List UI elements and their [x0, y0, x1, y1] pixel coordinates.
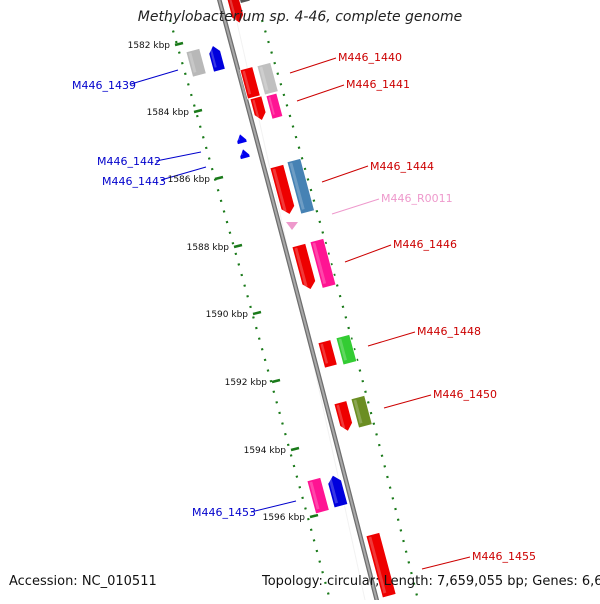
- gene-glyph-top: [223, 0, 245, 24]
- map-title: Methylobacterium sp. 4-46, complete geno…: [137, 9, 463, 25]
- tick-label: 1582 kbp: [128, 41, 171, 51]
- axis-line: [218, 0, 379, 604]
- gene-glyph-1439a: [185, 47, 207, 78]
- gene-glyph-rna: [286, 222, 298, 230]
- label-leader-line: [331, 198, 380, 215]
- label-leader-line: [367, 331, 416, 347]
- label-leader-line: [130, 69, 179, 85]
- gene-glyph-1448b: [335, 333, 358, 366]
- gene-label: M446_1446: [393, 238, 457, 251]
- gene-glyph-1453a: [306, 476, 330, 515]
- tick-label: 1596 kbp: [263, 513, 306, 523]
- tick-mark: [174, 41, 184, 47]
- tick-lines: [174, 41, 319, 519]
- gene-glyph-1450b: [350, 394, 373, 429]
- label-leader-line: [321, 165, 369, 183]
- label-leader-line: [383, 394, 432, 409]
- label-leader-line: [155, 151, 202, 162]
- tick-label: 1586 kbp: [168, 175, 211, 185]
- gene-glyph-1441b: [249, 95, 267, 122]
- tick-mark: [309, 513, 319, 519]
- gene-glyph-1440: [239, 66, 261, 100]
- tick-mark: [193, 108, 203, 114]
- gene-label: M446_1455: [472, 550, 536, 563]
- gene-label: M446_1444: [370, 160, 434, 173]
- tick-label: 1588 kbp: [187, 243, 230, 253]
- label-leader-line: [160, 166, 207, 181]
- gene-glyph-1444a: [269, 163, 296, 216]
- gene-glyph-1443: [239, 148, 251, 161]
- accession-text: Accession: NC_010511: [9, 574, 157, 589]
- gene-label: M446_1440: [338, 51, 402, 64]
- gene-label: M446_1443: [102, 175, 166, 188]
- gene-glyph-1453b: [327, 474, 349, 509]
- label-leader-line: [421, 556, 471, 570]
- gene-glyph-1446b: [309, 237, 337, 289]
- gene-labels: M446_1439 M446_1440 M446_1441 M446_1442 M446…: [72, 51, 536, 563]
- genome-axis: [217, 0, 381, 604]
- tick-mark: [290, 446, 300, 452]
- gene-glyph-1439b: [208, 44, 226, 73]
- gene-glyph-1442: [236, 133, 248, 146]
- gene-glyph-1455: [365, 531, 397, 599]
- gene-glyph-1441a: [256, 61, 279, 96]
- gene-glyph-1441c: [265, 92, 284, 120]
- gene-features: [185, 0, 397, 599]
- gene-label: M446_1441: [346, 78, 410, 91]
- label-leaders: [130, 57, 471, 570]
- gene-label: M446_1439: [72, 79, 136, 92]
- gene-label: M446_1453: [192, 506, 256, 519]
- tick-mark: [271, 378, 281, 384]
- label-leader-line: [296, 84, 345, 102]
- tick-label: 1584 kbp: [147, 108, 190, 118]
- gene-glyph-1444b: [286, 157, 315, 215]
- topology-text: Topology: circular; Length: 7,659,055 bp…: [262, 574, 600, 589]
- tick-label: 1594 kbp: [244, 446, 287, 456]
- gene-label: M446_R0011: [381, 192, 453, 205]
- tick-label: 1590 kbp: [206, 310, 249, 320]
- label-leader-line: [289, 57, 337, 74]
- tick-mark: [233, 243, 243, 249]
- gene-label: M446_1442: [97, 155, 161, 168]
- tick-mark: [252, 310, 262, 316]
- gene-glyph-1446a: [291, 242, 317, 291]
- label-leader-line: [250, 500, 297, 513]
- gene-label: M446_1450: [433, 388, 497, 401]
- tick-labels: 1582 kbp 1584 kbp 1586 kbp 1588 kbp 1590 kbp…: [128, 41, 306, 523]
- gene-glyph-top-grey: [236, 0, 251, 5]
- label-leader-line: [344, 244, 392, 263]
- tick-label: 1592 kbp: [225, 378, 268, 388]
- gene-glyph-1448a: [317, 339, 338, 369]
- tick-mark: [214, 175, 224, 181]
- gene-label: M446_1448: [417, 325, 481, 338]
- gene-glyph-1450a: [333, 400, 353, 432]
